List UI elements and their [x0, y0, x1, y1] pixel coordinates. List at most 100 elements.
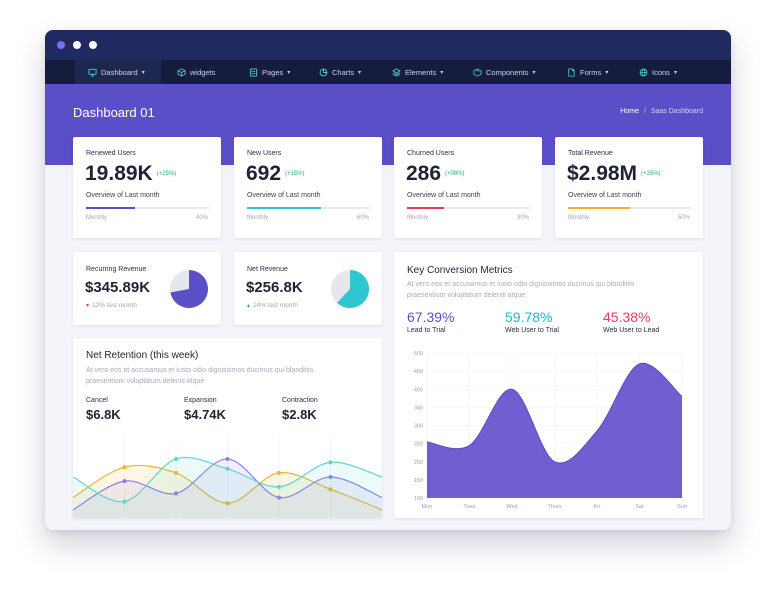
stat-change: (+15%)	[285, 171, 305, 178]
nav-label: Elements	[405, 67, 437, 77]
desc-line: At vero eos et accusamus et iusto odio d…	[86, 367, 314, 374]
breadcrumb: Home / Saas Dashboard	[620, 108, 703, 115]
section-description: At vero eos et accusamus et iusto odio d…	[407, 279, 697, 301]
line-point	[277, 470, 281, 475]
pie-slice	[170, 270, 208, 308]
stat-label: Renewed Users	[86, 150, 136, 157]
nav-item-components[interactable]: Components ▾	[473, 60, 536, 84]
x-tick-label: Tues	[463, 504, 475, 510]
x-tick-label: Mon	[422, 504, 433, 510]
y-tick-label: 400	[414, 387, 423, 393]
progress-track	[568, 207, 691, 209]
x-tick-label: Sat	[635, 504, 644, 510]
line-point	[174, 491, 178, 496]
desc-line: praesentium voluptatum deleniti atque	[86, 378, 205, 385]
recurring-revenue-pie	[170, 270, 208, 308]
stat-card-churned-users: Churned Users 286 (+08%) Overview of Last…	[394, 137, 542, 238]
stat-card-renewed-users: Renewed Users 19.89K (+25%) Overview of L…	[73, 137, 221, 238]
conversion-value: 59.78%	[505, 309, 553, 325]
line-point	[328, 487, 333, 492]
conversion-value: 45.38%	[603, 309, 651, 325]
metric-value: $4.74K	[184, 407, 226, 422]
line-point	[122, 499, 127, 504]
stat-value-text: 19.89K	[85, 162, 153, 185]
desc-line: At vero eos et accusamus et iusto odio d…	[407, 281, 635, 288]
nav-item-icons[interactable]: Icons ▾	[639, 60, 677, 84]
cube-icon	[177, 67, 186, 77]
progress-fill	[247, 207, 321, 209]
layers-icon	[392, 67, 401, 77]
nav-item-pages[interactable]: Pages ▾	[249, 60, 290, 84]
trend-up-icon: ▴	[247, 303, 251, 309]
desc-line: praesentium voluptatum deleniti atque	[407, 292, 526, 299]
y-tick-label: 150	[414, 478, 423, 484]
y-tick-label: 250	[414, 442, 423, 448]
trend-down-icon: ▾	[86, 303, 90, 309]
recurring-revenue-card: Recurring Revenue $345.89K ▾ 12% last mon…	[73, 252, 221, 325]
stat-change: (+35%)	[641, 171, 661, 178]
metric-label: Cancel	[86, 397, 108, 404]
nav-label: Components	[486, 67, 529, 77]
stat-label: Churned Users	[407, 150, 455, 157]
nav-label: Pages	[262, 67, 284, 77]
conversion-label: Lead to Trial	[407, 327, 446, 334]
mini-label: Recurring Revenue	[86, 266, 147, 273]
line-point	[277, 484, 281, 489]
nav-item-forms[interactable]: Forms ▾	[567, 60, 608, 84]
line-series-fill	[73, 458, 382, 518]
line-point	[174, 456, 178, 461]
chevron-down-icon: ▾	[532, 69, 536, 76]
x-tick-label: Wed	[506, 504, 517, 510]
line-point	[277, 495, 281, 500]
top-navbar: Dashboard ▾ widgets Pages ▾ Charts ▾ Elemen…	[45, 60, 731, 84]
stat-period: Monthly	[407, 215, 429, 221]
stat-change: (+08%)	[445, 171, 465, 178]
stat-value-text: 692	[246, 162, 282, 185]
section-title: Net Retention (this week)	[86, 350, 199, 361]
stat-subtitle: Overview of Last month	[568, 192, 642, 199]
nav-label: widgets	[190, 67, 216, 77]
line-point	[328, 460, 333, 465]
breadcrumb-separator: /	[643, 108, 646, 115]
window-dot-white-1[interactable]	[73, 41, 81, 49]
metric-value: $2.8K	[282, 407, 317, 422]
line-point	[122, 479, 127, 484]
pie-slice	[336, 270, 369, 308]
chevron-down-icon: ▾	[358, 69, 362, 76]
line-point	[225, 501, 230, 506]
nav-item-dashboard[interactable]: Dashboard ▾	[75, 60, 161, 84]
nav-label: Dashboard	[101, 67, 138, 77]
nav-item-elements[interactable]: Elements ▾	[392, 60, 443, 84]
section-description: At vero eos et accusamus et iusto odio d…	[86, 365, 376, 387]
mini-label: Net Revenue	[247, 266, 288, 273]
dashboard-window: Dashboard ▾ widgets Pages ▾ Charts ▾ Elemen…	[45, 30, 731, 530]
chevron-down-icon: ▾	[605, 69, 609, 76]
window-dot-white-2[interactable]	[89, 41, 97, 49]
line-point	[174, 470, 178, 475]
nav-item-charts[interactable]: Charts ▾	[319, 60, 361, 84]
chevron-down-icon: ▾	[673, 69, 677, 76]
area-series	[427, 363, 682, 498]
net-revenue-card: Net Revenue $256.8K ▴ 24% last month	[234, 252, 382, 325]
mini-subtitle-text: 24% last month	[253, 302, 298, 309]
mini-value: $345.89K	[85, 279, 151, 296]
stat-label: New Users	[247, 150, 282, 157]
line-point	[328, 475, 333, 479]
metric-label: Expansion	[184, 397, 217, 404]
stat-card-total-revenue: Total Revenue $2.98M (+35%) Overview of L…	[555, 137, 703, 238]
y-tick-label: 200	[414, 460, 423, 466]
stat-period: Monthly	[247, 215, 269, 221]
window-dot-purple[interactable]	[57, 41, 65, 49]
x-tick-label: Fri	[594, 504, 600, 510]
progress-track	[247, 207, 370, 209]
file-icon	[567, 67, 576, 77]
metric-value: $6.8K	[86, 407, 121, 422]
stat-change: (+25%)	[156, 171, 177, 178]
breadcrumb-home[interactable]: Home	[620, 108, 639, 115]
window-titlebar	[45, 30, 731, 60]
chevron-down-icon: ▾	[440, 69, 444, 76]
metric-label: Contraction	[282, 397, 318, 404]
box-icon	[473, 67, 482, 77]
stat-value: 692 (+15%)	[246, 162, 305, 186]
nav-item-widgets[interactable]: widgets	[177, 60, 215, 84]
